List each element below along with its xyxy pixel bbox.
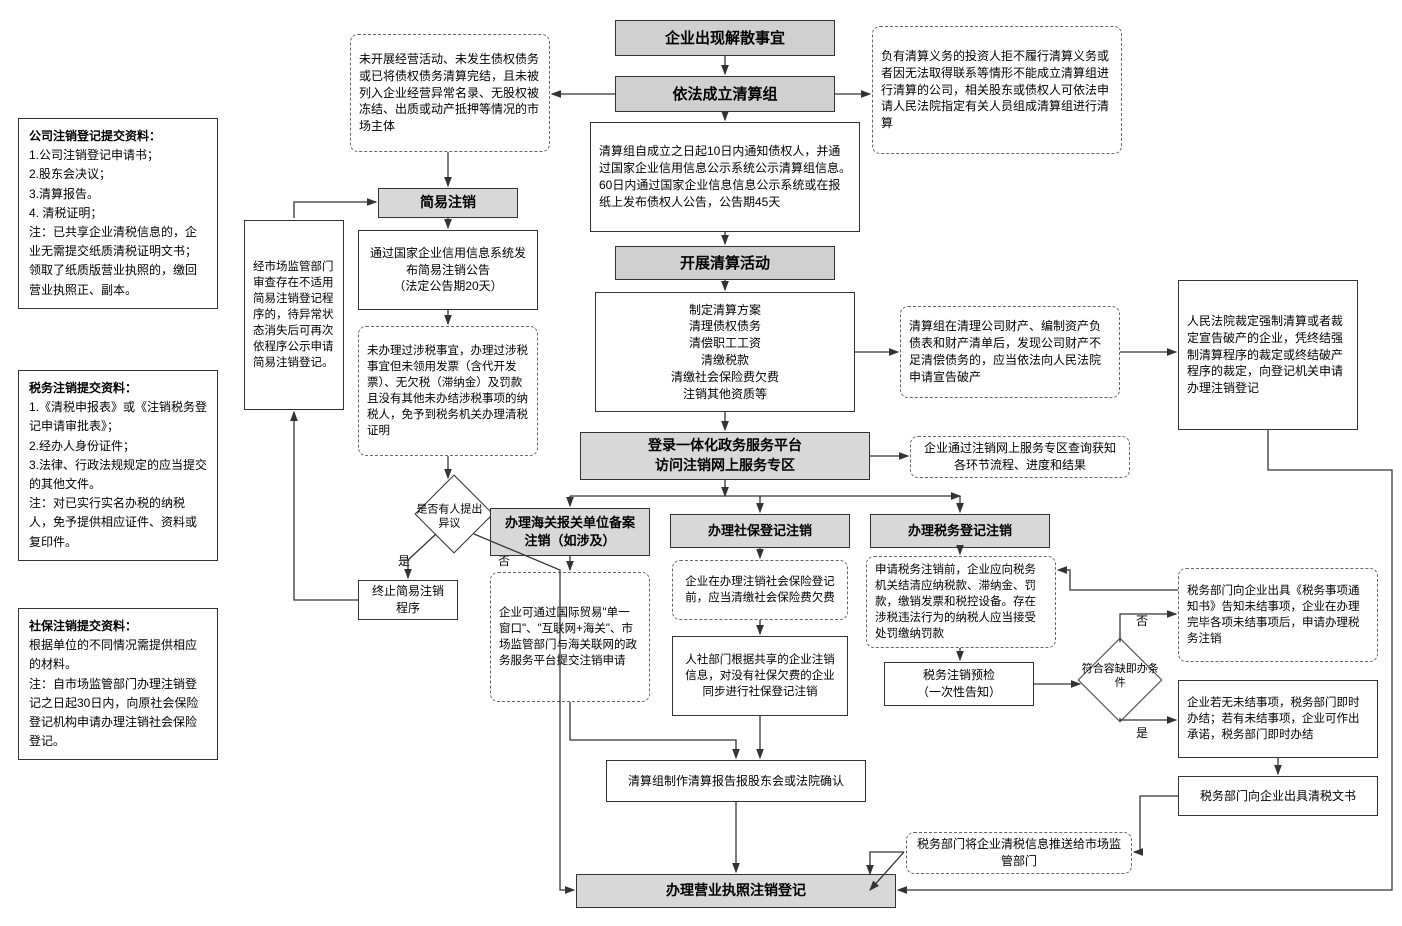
info-company-title: 公司注销登记提交资料： bbox=[29, 127, 207, 146]
node-tax-cert: 税务部门向企业出具清税文书 bbox=[1178, 776, 1378, 816]
node-tax-cancel: 办理税务登记注销 bbox=[870, 514, 1050, 548]
node-simple-cancel: 简易注销 bbox=[378, 188, 518, 218]
node-dissolution: 企业出现解散事宜 bbox=[615, 20, 835, 56]
info-company-body: 1.公司注销登记申请书； 2.股东会决议； 3.清算报告。 4. 清税证明； 注… bbox=[29, 146, 207, 300]
label-yes-2: 是 bbox=[1136, 724, 1148, 741]
info-tax-title: 税务注销提交资料： bbox=[29, 379, 207, 398]
node-simple-notice: 通过国家企业信用信息系统发布简易注销公告 （法定公告期20天） bbox=[358, 230, 538, 310]
node-insolvent: 清算组在清理公司财产、编制资产负债表和财产清单后，发现公司财产不足清偿债务的，应… bbox=[900, 306, 1120, 398]
node-notify-creditors: 清算组自成立之日起10日内通知债权人，并通过国家企业信用信息公示系统公示清算组信… bbox=[590, 122, 860, 232]
info-social-body: 根据单位的不同情况需提供相应的材料。 注：自市场监管部门办理注销登记之日起30日… bbox=[29, 636, 207, 751]
node-liquidation-activity: 开展清算活动 bbox=[615, 246, 835, 280]
label-no-2: 否 bbox=[1136, 612, 1148, 629]
node-court-ruling: 人民法院裁定强制清算或者裁定宣告破产的企业，凭终结强制清算程序的裁定或终结破产程… bbox=[1178, 280, 1358, 430]
label-yes-1: 是 bbox=[398, 552, 410, 569]
node-platform: 登录一体化政务服务平台 访问注销网上服务专区 bbox=[580, 432, 870, 480]
info-company-docs: 公司注销登记提交资料： 1.公司注销登记申请书； 2.股东会决议； 3.清算报告… bbox=[18, 118, 218, 309]
node-tax-exempt: 未办理过涉税事宜，办理过涉税事宜但未领用发票（含代开发票）、无欠税（滞纳金）及罚… bbox=[358, 326, 538, 456]
node-tax-promise: 企业若无未结事项，税务部门即时办结；若有未结事项，企业可作出承诺，税务部门即时办… bbox=[1178, 680, 1378, 758]
info-social-docs: 社保注销提交资料： 根据单位的不同情况需提供相应的材料。 注：自市场监管部门办理… bbox=[18, 608, 218, 760]
node-social-sync: 人社部门根据共享的企业注销信息，对没有社保欠费的企业同步进行社保登记注销 bbox=[672, 636, 848, 716]
node-tax-clear: 申请税务注销前，企业应向税务机关结清应纳税款、滞纳金、罚款，缴销发票和税控设备。… bbox=[866, 556, 1056, 648]
diamond-objection: 是否有人提出异议 bbox=[414, 474, 493, 553]
node-simple-eligible: 未开展经营活动、未发生债权债务或已将债权债务清算完结，且未被列入企业经营异常名录… bbox=[350, 34, 550, 152]
node-query-progress: 企业通过注销网上服务专区查询获知各环节流程、进度和结果 bbox=[910, 436, 1130, 478]
diamond-conditions-label: 符合容缺即办条件 bbox=[1080, 662, 1161, 691]
diamond-conditions: 符合容缺即办条件 bbox=[1078, 638, 1163, 723]
node-stop-simple: 终止简易注销程序 bbox=[358, 580, 458, 620]
node-license-cancel: 办理营业执照注销登记 bbox=[576, 874, 896, 908]
node-tax-notice: 税务部门向企业出具《税务事项通知书》告知未结事项，企业在办理完毕各项未结事项后，… bbox=[1178, 568, 1378, 662]
info-tax-body: 1.《清税申报表》或《注销税务登记申请审批表》； 2.经办人身份证件； 3.法律… bbox=[29, 398, 207, 552]
diamond-objection-label: 是否有人提出异议 bbox=[412, 503, 488, 532]
node-court-appoint: 负有清算义务的投资人拒不履行清算义务或者因无法取得联系等情形不能成立清算组进行清… bbox=[872, 26, 1122, 154]
node-tax-push: 税务部门将企业清税信息推送给市场监管部门 bbox=[906, 832, 1132, 874]
info-social-title: 社保注销提交资料： bbox=[29, 617, 207, 636]
node-liquidation-details: 制定清算方案 清理债权债务 清偿职工工资 清缴税款 清缴社会保险费欠费 注销其他… bbox=[595, 292, 855, 412]
node-social-cancel: 办理社保登记注销 bbox=[670, 514, 850, 548]
info-tax-docs: 税务注销提交资料： 1.《清税申报表》或《注销税务登记申请审批表》； 2.经办人… bbox=[18, 370, 218, 561]
node-liquidation-group: 依法成立清算组 bbox=[615, 76, 835, 112]
node-social-clear: 企业在办理注销社会保险登记前，应当清缴社会保险费欠费 bbox=[672, 560, 848, 620]
node-tax-precheck: 税务注销预检 （一次性告知） bbox=[884, 662, 1034, 706]
node-report-confirm: 清算组制作清算报告报股东会或法院确认 bbox=[606, 760, 866, 802]
node-customs-detail: 企业可通过国际贸易"单一窗口"、"互联网+海关"、市场监管部门与海关联网的政务服… bbox=[490, 572, 650, 702]
node-customs: 办理海关报关单位备案注销（如涉及） bbox=[490, 508, 650, 556]
node-simple-reject: 经市场监管部门审查存在不适用简易注销登记程序的，待异常状态消失后可再次依程序公示… bbox=[244, 220, 344, 410]
